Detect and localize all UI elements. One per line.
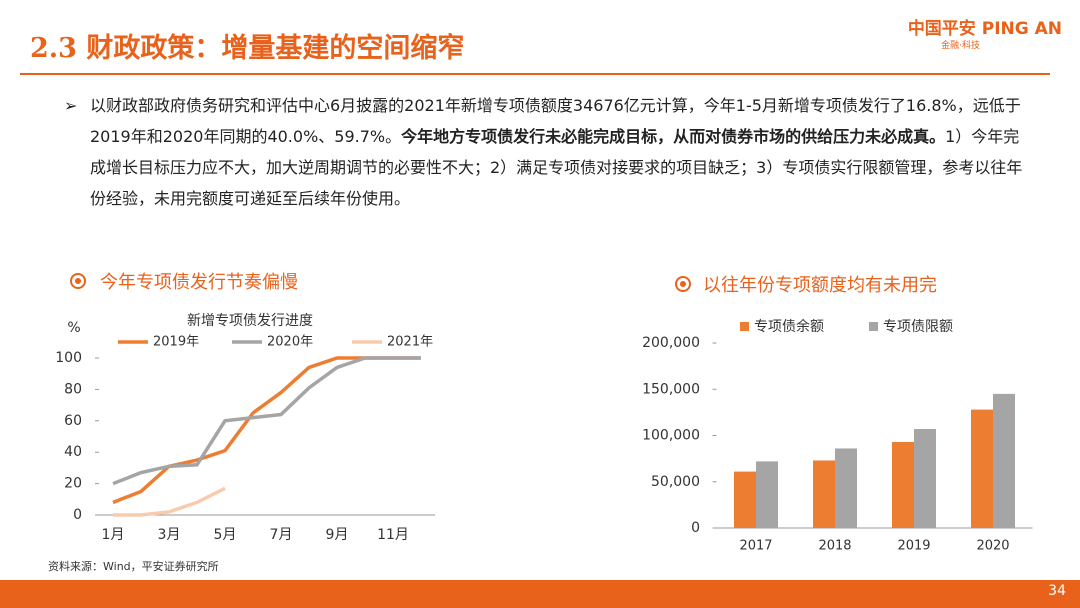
series-line [112, 356, 421, 505]
y-tick-label: 20 [64, 476, 82, 492]
x-tick-label: 11月 [377, 527, 409, 543]
x-tick-label: 2020 [976, 539, 1009, 554]
x-tick-label: 3月 [158, 527, 181, 543]
x-tick-label: 5月 [214, 527, 237, 543]
bar [756, 461, 778, 528]
y-tick-label: 40 [64, 444, 82, 460]
section-icon [70, 273, 86, 289]
y-tick-label: 0 [73, 507, 82, 523]
legend-label: 2019年 [153, 335, 199, 350]
text: 1）今年完成增长目标压力应不大，加大逆周期调节的必要性不大；2）满足专项债对接要… [90, 127, 1023, 208]
y-tick-label: 80 [64, 381, 82, 397]
bar [734, 471, 756, 528]
footer-bar [0, 580, 1080, 608]
series-line [113, 486, 226, 517]
slide-title: 2.3 财政政策：增量基建的空间缩窄 [30, 33, 465, 64]
y-tick-label: 200,000 [642, 335, 700, 351]
legend-label: 2020年 [267, 335, 313, 350]
y-tick-label: 150,000 [642, 381, 700, 397]
bar [971, 409, 993, 528]
page-number: 34 [1048, 583, 1066, 599]
legend-swatch [740, 322, 749, 331]
x-tick-label: 2019 [897, 539, 930, 554]
source-note: 资料来源：Wind，平安证券研究所 [48, 560, 219, 573]
section-heading: 今年专项债发行节奏偏慢 [100, 272, 298, 293]
legend-swatch [869, 322, 878, 331]
bold-text: 今年地方专项债发行未必能完成目标，从而对债券市场的供给压力未必成真。 [401, 127, 946, 146]
x-tick-label: 9月 [326, 527, 349, 543]
section-icon [680, 281, 686, 287]
x-tick-label: 1月 [102, 527, 125, 543]
x-tick-label: 2018 [818, 539, 851, 554]
y-tick-label: 60 [64, 413, 82, 429]
bar [914, 429, 936, 528]
chart-title: 新增专项债发行进度 [187, 313, 313, 329]
logo: 中国平安 PING AN [907, 19, 1062, 39]
section-icon [675, 276, 691, 292]
x-tick-label: 7月 [270, 527, 293, 543]
bullet-marker: ➢ [64, 96, 78, 115]
text: 以财政部政府债务研究和评估中心6月披露的2021年新增专项债额度34676亿元计… [90, 96, 1021, 146]
y-axis-label: % [67, 320, 80, 336]
y-tick-label: 50,000 [651, 474, 700, 490]
section-heading: 以往年份专项额度均有未用完 [703, 275, 937, 296]
legend-label: 2021年 [387, 335, 433, 350]
legend-label: 专项债余额 [754, 318, 824, 335]
series-line [112, 356, 421, 486]
bar [835, 448, 857, 528]
y-tick-label: 100 [55, 350, 82, 366]
bullet-paragraph: ➢ 以财政部政府债务研究和评估中心6月披露的2021年新增专项债额度34676亿… [64, 90, 1034, 214]
bar [813, 460, 835, 528]
logo-subtitle: 金融·科技 [941, 41, 980, 51]
bar [993, 393, 1015, 528]
y-tick-label: 100,000 [642, 428, 700, 444]
legend-label: 专项债限额 [883, 319, 953, 335]
x-tick-label: 2017 [739, 539, 772, 554]
section-icon [75, 278, 81, 284]
bar [892, 441, 914, 528]
y-tick-label: 0 [691, 520, 700, 536]
